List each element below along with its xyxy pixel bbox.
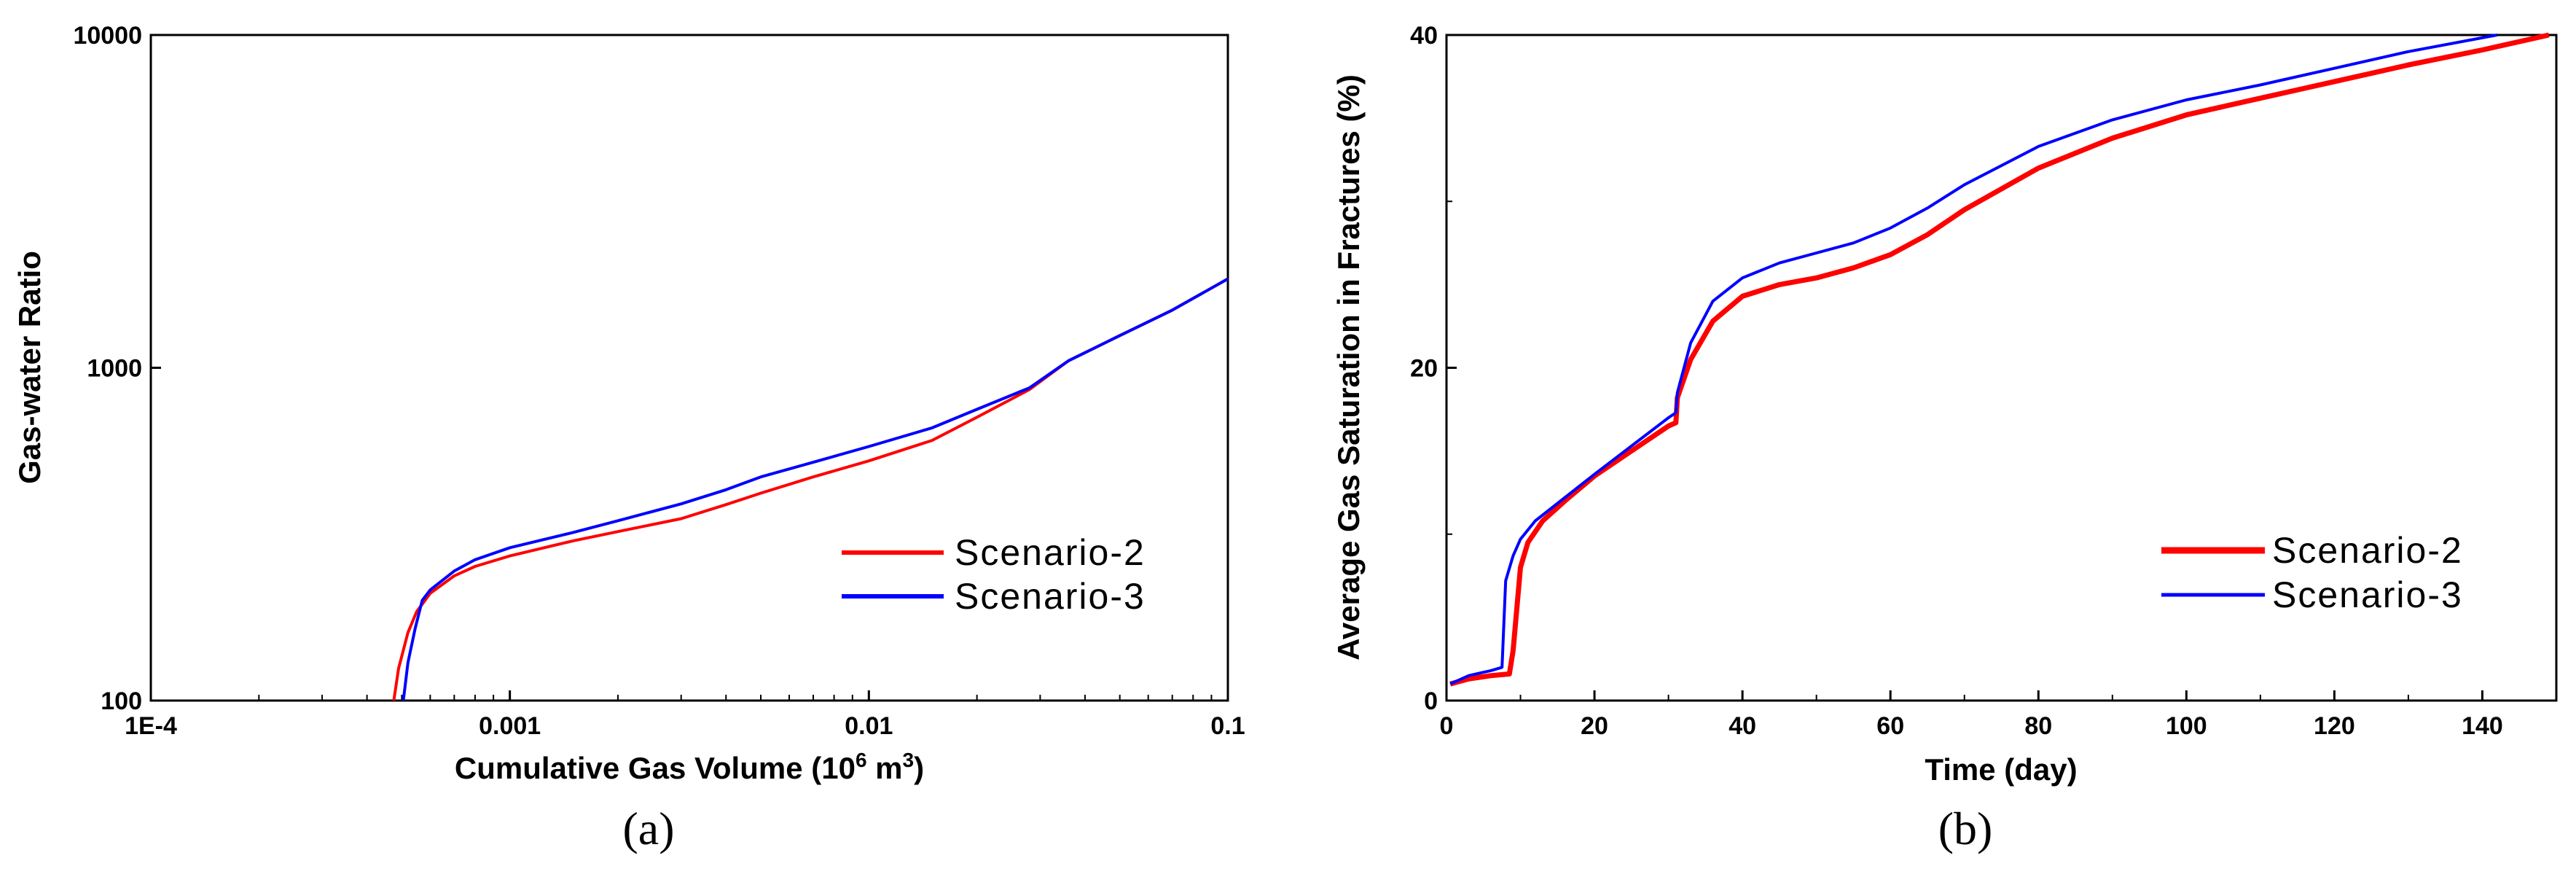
- panel-label-a: (a): [622, 803, 674, 854]
- chart-b-x-tick-label: 80: [2024, 712, 2052, 740]
- chart-b-tick-labels: 0 20 40 60 80 100 120 140 0 20 40: [1410, 22, 2503, 740]
- chart-b-series-line-scenario-2: [1449, 32, 2550, 687]
- chart-a-legend-label-scenario-2: Scenario-2: [955, 532, 1146, 573]
- chart-b-series-line-scenario-3: [1449, 34, 2498, 686]
- chart-a-tick-labels: 1E-4 0.001 0.01 0.1 100 1000 10000: [73, 22, 1245, 740]
- chart-a-series-line-scenario-3: [402, 277, 1229, 701]
- chart-b-ticks: [1445, 34, 2483, 702]
- chart-b-x-axis-label: Time (day): [1925, 752, 2077, 787]
- chart-b-y-tick-label: 20: [1410, 355, 1438, 383]
- chart-a-series: [392, 277, 1229, 701]
- panel-label-b: (b): [1938, 803, 1993, 854]
- chart-b: 0 20 40 60 80 100 120 140 0 20 40 Time (day) Avera…: [1331, 22, 2558, 854]
- chart-b-series: [1449, 32, 2550, 687]
- chart-b-legend-label-scenario-2: Scenario-2: [2272, 530, 2463, 571]
- chart-b-x-tick-label: 20: [1581, 712, 1608, 740]
- chart-a-y-tick-label: 1000: [87, 355, 142, 383]
- chart-b-y-tick-label: 0: [1424, 687, 1438, 715]
- chart-a-x-axis-label: Cumulative Gas Volume (106 m3): [455, 749, 924, 785]
- chart-a-x-tick-label: 0.1: [1210, 712, 1245, 740]
- chart-b-legend: Scenario-2 Scenario-3: [2161, 530, 2463, 615]
- chart-a-y-tick-label: 10000: [73, 22, 142, 50]
- chart-a: 1E-4 0.001 0.01 0.1 100 1000 10000 Cumulative …: [12, 22, 1245, 854]
- chart-b-y-axis-label: Average Gas Saturation in Fractures (%): [1331, 74, 1366, 660]
- chart-a-x-tick-label: 0.01: [845, 712, 893, 740]
- chart-b-legend-label-scenario-3: Scenario-3: [2272, 574, 2463, 615]
- chart-a-x-tick-label: 0.001: [479, 712, 541, 740]
- chart-a-series-line-scenario-2: [392, 277, 1229, 701]
- chart-b-x-tick-label: 40: [1729, 712, 1756, 740]
- chart-b-x-tick-label: 120: [2314, 712, 2355, 740]
- chart-b-y-tick-label: 40: [1410, 22, 1438, 50]
- chart-a-y-tick-label: 100: [101, 687, 142, 715]
- chart-a-legend-label-scenario-3: Scenario-3: [955, 576, 1146, 617]
- chart-a-y-axis-label: Gas-water Ratio: [12, 251, 47, 484]
- chart-b-x-tick-label: 60: [1876, 712, 1904, 740]
- chart-a-legend: Scenario-2 Scenario-3: [842, 532, 1146, 617]
- chart-b-x-tick-label: 140: [2462, 712, 2503, 740]
- chart-a-x-tick-label: 1E-4: [125, 712, 177, 740]
- chart-b-x-tick-label: 100: [2166, 712, 2207, 740]
- chart-a-ticks: [149, 34, 1229, 702]
- chart-b-x-tick-label: 0: [1440, 712, 1454, 740]
